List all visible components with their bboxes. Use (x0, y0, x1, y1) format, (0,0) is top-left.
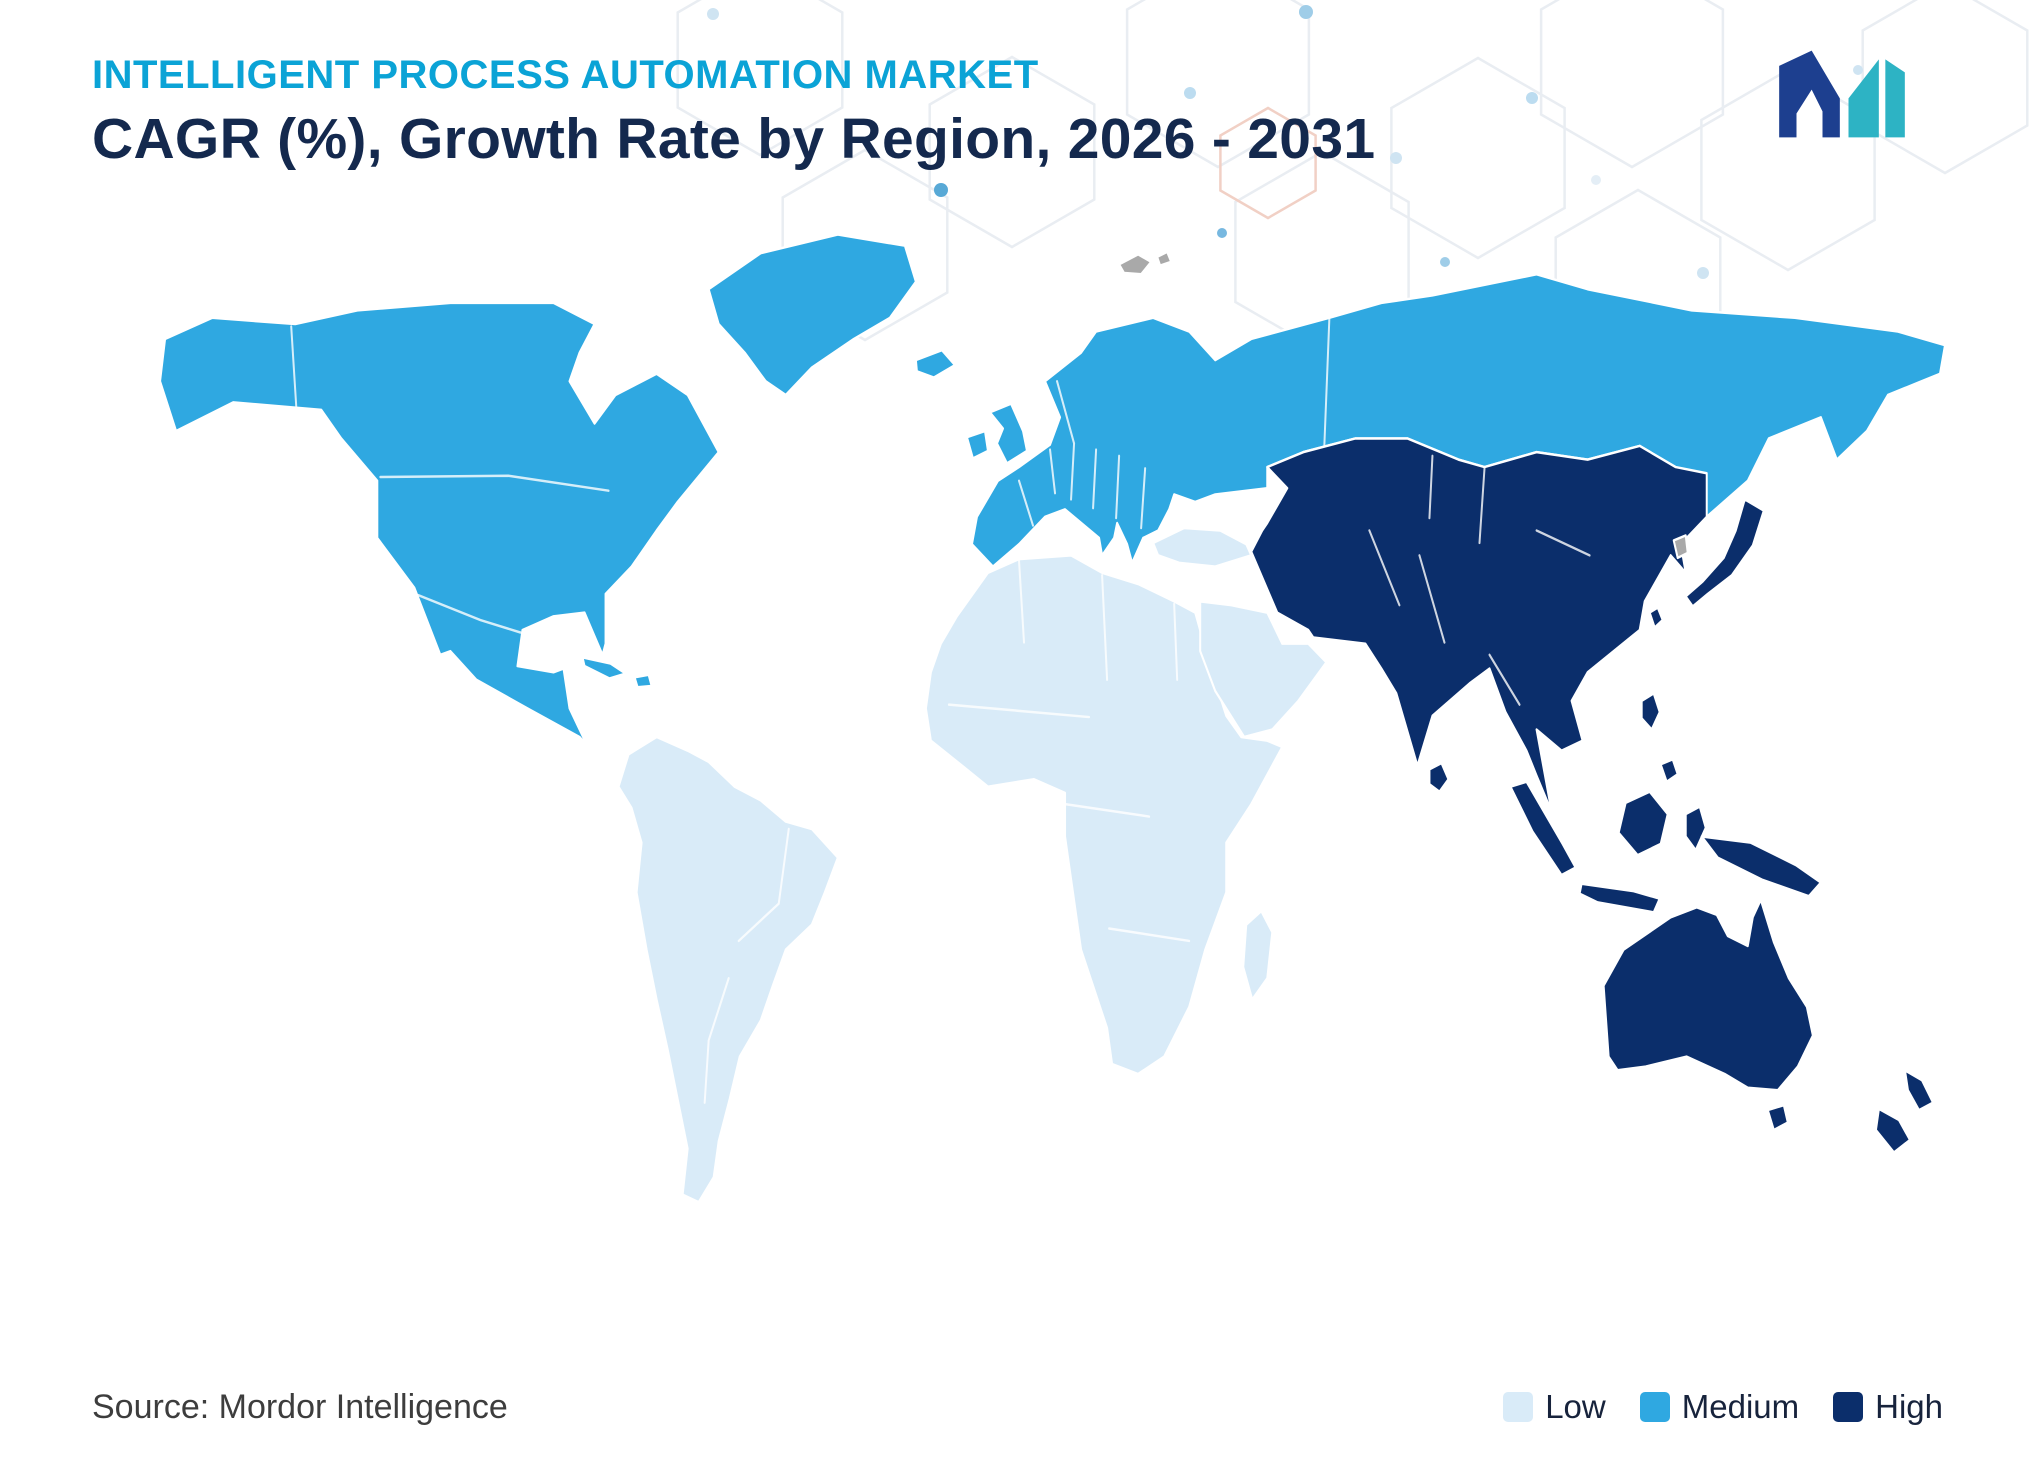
new-zealand-north (1903, 1069, 1934, 1112)
header: INTELLIGENT PROCESS AUTOMATION MARKET CA… (92, 52, 1375, 171)
logo-navy-shape (1779, 50, 1840, 138)
taiwan (1648, 606, 1664, 629)
turkey (1152, 526, 1253, 568)
region-middle-east-africa (924, 526, 1328, 1076)
great-britain (988, 402, 1029, 465)
japan (1684, 498, 1765, 608)
page-subtitle: CAGR (%), Growth Rate by Region, 2026 - … (92, 107, 1376, 171)
ireland (965, 429, 989, 460)
legend-label-medium: Medium (1681, 1388, 1800, 1425)
tasmania (1766, 1103, 1789, 1132)
north-america-mainland (159, 301, 720, 767)
mordor-intelligence-logo (1779, 50, 1905, 138)
iceland (914, 348, 956, 379)
new-guinea (1700, 835, 1822, 898)
region-north-america (159, 233, 917, 767)
logo-teal-shape (1848, 59, 1879, 138)
sri-lanka (1428, 761, 1450, 793)
sulawesi (1684, 805, 1707, 852)
madagascar (1242, 909, 1274, 1001)
source-text: Source: Mordor Intelligence (92, 1388, 508, 1426)
region-asia-pacific (1250, 437, 1934, 1154)
africa-mainland (924, 554, 1284, 1076)
legend-item-medium: Medium (1639, 1388, 1800, 1426)
australia (1602, 898, 1814, 1092)
asia-mainland (1250, 437, 1708, 813)
java (1578, 882, 1661, 914)
mindanao (1659, 758, 1679, 783)
region-south-america (617, 735, 839, 1204)
world-map (88, 232, 1950, 1227)
legend: Low Medium High (1503, 1388, 1943, 1426)
north-korea (1672, 534, 1689, 560)
legend-swatch-low (1503, 1392, 1534, 1422)
south-america-mainland (617, 735, 839, 1204)
legend-label-low: Low (1545, 1388, 1606, 1425)
legend-swatch-medium (1639, 1392, 1670, 1422)
sumatra (1509, 780, 1577, 877)
arabian-peninsula (1199, 600, 1328, 739)
legend-item-low: Low (1503, 1388, 1606, 1426)
page-title: INTELLIGENT PROCESS AUTOMATION MARKET (92, 53, 1039, 97)
legend-item-high: High (1833, 1388, 1943, 1426)
region-not-covered (1118, 250, 1689, 560)
logo-teal-triangle (1885, 59, 1905, 138)
greenland (707, 233, 917, 397)
legend-swatch-high (1833, 1392, 1864, 1422)
svalbard-islet (1156, 250, 1173, 267)
cuba (581, 656, 627, 680)
new-zealand-south (1874, 1107, 1911, 1154)
country-borders (290, 317, 1591, 1104)
hispaniola (633, 673, 653, 689)
luzon (1640, 692, 1661, 731)
svalbard (1118, 253, 1153, 276)
legend-label-high: High (1875, 1388, 1943, 1425)
borneo (1617, 790, 1669, 857)
